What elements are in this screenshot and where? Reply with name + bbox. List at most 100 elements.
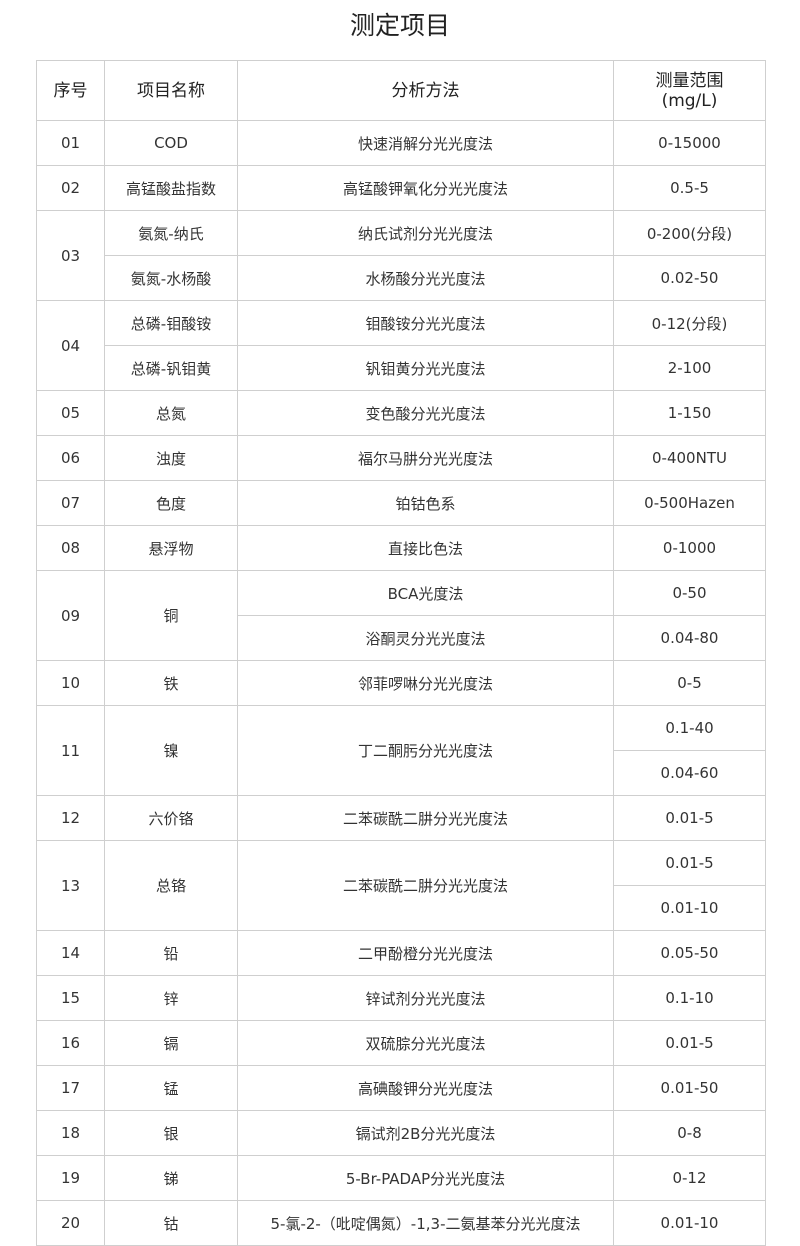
item-no: 01 [36, 120, 105, 166]
table-row: 20 钴 5-氯-2-（吡啶偶氮）-1,3-二氨基苯分光光度法 0.01-10 [36, 1200, 766, 1246]
table-row: 17 锰高碘酸钾分光光度法 0.01-50 [36, 1065, 766, 1111]
item-name: 总氮 [104, 390, 238, 436]
item-name: 悬浮物 [104, 525, 238, 571]
table-row: 15 锌锌试剂分光光度法 0.1-10 [36, 975, 766, 1021]
item-no: 20 [36, 1200, 105, 1246]
measure-range: 0-200(分段) [613, 210, 766, 256]
header-method: 分析方法 [237, 60, 614, 121]
table-row: 氨氮-水杨酸 水杨酸分光光度法 0.02-50 [37, 255, 766, 301]
measure-range: 0.5-5 [613, 165, 766, 211]
analysis-method: 二甲酚橙分光光度法 [237, 930, 614, 976]
table-row: 18 银镉试剂2B分光光度法 0-8 [36, 1110, 766, 1156]
measure-range: 0-15000 [613, 120, 766, 166]
item-name: 铜 [104, 570, 238, 661]
table-row: 19 锑 5-Br-PADAP分光光度法 0-12 [36, 1155, 766, 1201]
item-no: 14 [36, 930, 105, 976]
item-name: 总铬 [104, 840, 238, 931]
measure-range: 2-100 [613, 345, 766, 391]
item-name: 总磷-钼酸铵 [104, 300, 238, 346]
item-no: 07 [36, 480, 105, 526]
item-name: 镍 [104, 705, 238, 796]
analysis-method: BCA光度法 [237, 570, 614, 616]
item-name: 六价铬 [104, 795, 238, 841]
item-name: COD [104, 120, 238, 166]
analysis-method: 钒钼黄分光光度法 [237, 345, 614, 391]
measure-range: 0.04-60 [613, 750, 766, 796]
measure-range: 0-12(分段) [613, 300, 766, 346]
item-no: 15 [36, 975, 105, 1021]
analysis-method: 纳氏试剂分光光度法 [237, 210, 614, 256]
item-name: 总磷-钒钼黄 [104, 345, 238, 391]
item-no: 06 [36, 435, 105, 481]
item-no: 09 [36, 570, 105, 661]
item-no: 16 [36, 1020, 105, 1066]
table-row: 04 总磷-钼酸铵 钼酸铵分光光度法 0-12(分段) [36, 300, 766, 391]
item-no: 05 [36, 390, 105, 436]
table-row: 16 镉双硫腙分光光度法 0.01-5 [36, 1020, 766, 1066]
item-name: 镉 [104, 1020, 238, 1066]
measure-range: 0-400NTU [613, 435, 766, 481]
item-name: 银 [104, 1110, 238, 1156]
measure-range: 0.05-50 [613, 930, 766, 976]
analysis-method: 二苯碳酰二肼分光光度法 [237, 795, 614, 841]
item-name: 浊度 [104, 435, 238, 481]
measure-range: 0.01-5 [613, 840, 766, 886]
table-row: 07 色度 铂钴色系 0-500Hazen [36, 480, 766, 526]
item-name: 色度 [104, 480, 238, 526]
analysis-method: 镉试剂2B分光光度法 [237, 1110, 614, 1156]
table-row: 03 氨氮-纳氏 纳氏试剂分光光度法 0-200(分段) [36, 210, 766, 301]
measure-range: 0.02-50 [613, 255, 766, 301]
item-no: 03 [36, 210, 105, 301]
analysis-method: 铂钴色系 [237, 480, 614, 526]
measure-range: 0-5 [613, 660, 766, 706]
item-no: 10 [36, 660, 105, 706]
item-no: 11 [36, 705, 105, 796]
table-row: 11 镍丁二酮肟分光光度法 0.1-40 [36, 705, 766, 796]
measure-range: 0-1000 [613, 525, 766, 571]
table-row: 01 COD 快速消解分光光度法 0-15000 [36, 120, 766, 166]
item-no: 18 [36, 1110, 105, 1156]
measure-range: 0-12 [613, 1155, 766, 1201]
table-row: 05 总氮 变色酸分光光度法 1-150 [36, 390, 766, 436]
item-no: 02 [36, 165, 105, 211]
analysis-method: 二苯碳酰二肼分光光度法 [237, 840, 614, 931]
item-no: 19 [36, 1155, 105, 1201]
measure-range: 1-150 [613, 390, 766, 436]
table-row: 02 高锰酸盐指数 高锰酸钾氧化分光光度法 0.5-5 [36, 165, 766, 211]
analysis-method: 5-氯-2-（吡啶偶氮）-1,3-二氨基苯分光光度法 [237, 1200, 614, 1246]
analysis-method: 锌试剂分光光度法 [237, 975, 614, 1021]
table-row: 08 悬浮物 直接比色法 0-1000 [36, 525, 766, 571]
item-name: 氨氮-水杨酸 [104, 255, 238, 301]
measurement-items-table: 序号 项目名称 分析方法 测量范围 (mg/L) 01 COD 快速消解分光光度法 0… [36, 60, 766, 1246]
measure-range: 0.01-5 [613, 795, 766, 841]
table-row: 09 铜 BCA光度法 0-50 [36, 570, 766, 661]
analysis-method: 邻菲啰啉分光光度法 [237, 660, 614, 706]
item-no: 17 [36, 1065, 105, 1111]
measure-range: 0.01-10 [613, 1200, 766, 1246]
item-name: 氨氮-纳氏 [104, 210, 238, 256]
item-no: 04 [36, 300, 105, 391]
table-row: 06 浊度 福尔马肼分光光度法 0-400NTU [36, 435, 766, 481]
measure-range: 0.04-80 [613, 615, 766, 661]
item-name: 铅 [104, 930, 238, 976]
analysis-method: 浴酮灵分光光度法 [237, 615, 614, 661]
item-name: 锰 [104, 1065, 238, 1111]
measure-range: 0.1-10 [613, 975, 766, 1021]
measure-range: 0-8 [613, 1110, 766, 1156]
table-header-row: 序号 项目名称 分析方法 测量范围 (mg/L) [36, 60, 766, 121]
header-name: 项目名称 [104, 60, 238, 121]
item-name: 锑 [104, 1155, 238, 1201]
table-row: 0.01-10 [37, 885, 766, 931]
analysis-method: 福尔马肼分光光度法 [237, 435, 614, 481]
measure-range: 0-50 [613, 570, 766, 616]
analysis-method: 高锰酸钾氧化分光光度法 [237, 165, 614, 211]
analysis-method: 双硫腙分光光度法 [237, 1020, 614, 1066]
table-row: 浴酮灵分光光度法 0.04-80 [37, 615, 766, 661]
analysis-method: 水杨酸分光光度法 [237, 255, 614, 301]
analysis-method: 丁二酮肟分光光度法 [237, 705, 614, 796]
page-title: 测定项目 [349, 11, 450, 40]
analysis-method: 钼酸铵分光光度法 [237, 300, 614, 346]
measure-range: 0.01-50 [613, 1065, 766, 1111]
measure-range: 0.01-10 [613, 885, 766, 931]
header-range: 测量范围 (mg/L) [613, 60, 766, 121]
